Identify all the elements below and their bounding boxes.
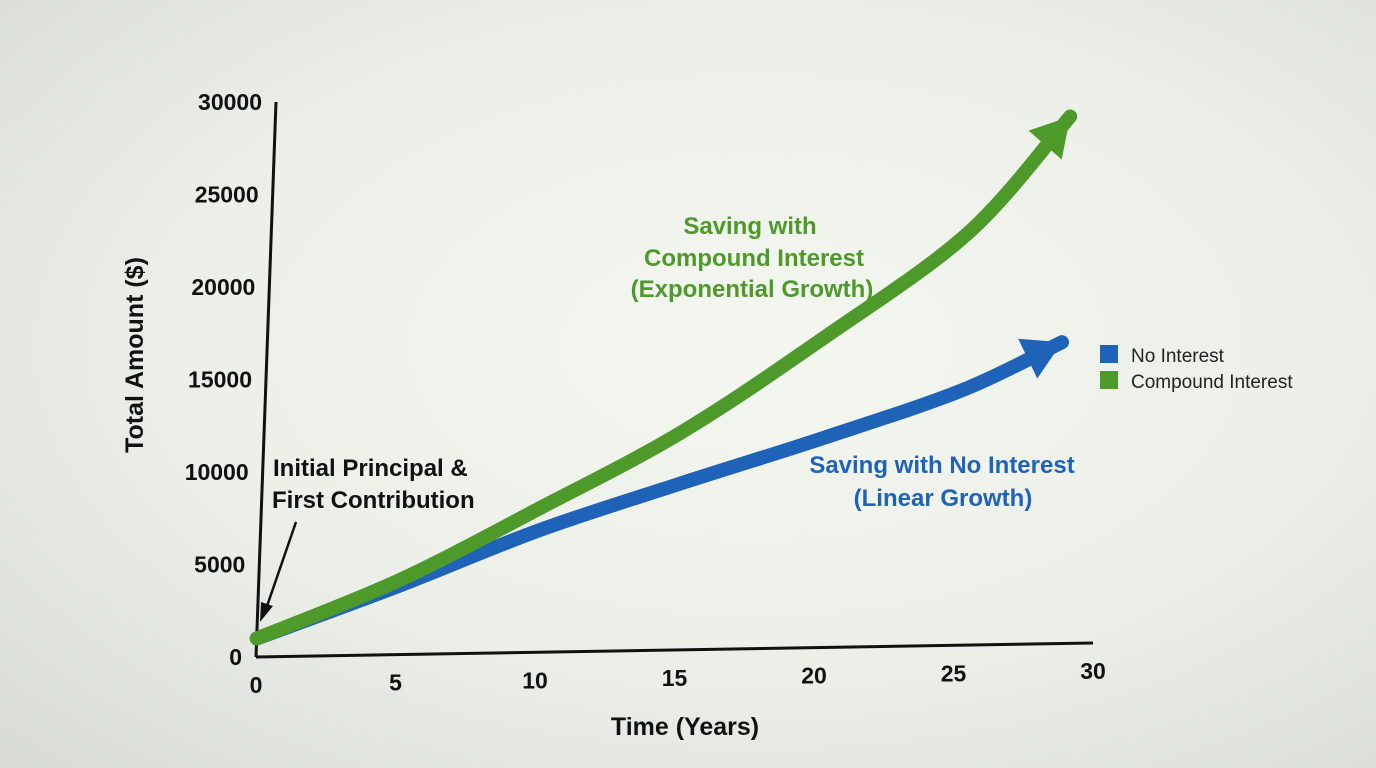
y-tick-label: 25000: [195, 182, 259, 208]
legend: No Interest Compound Interest: [1100, 345, 1293, 393]
series-arrowhead-no-interest: [1018, 338, 1062, 379]
x-tick-label: 5: [389, 670, 402, 696]
annotation-compound-line-3: (Exponential Growth): [631, 276, 874, 303]
legend-label-no-interest: No Interest: [1131, 346, 1225, 367]
x-axis-line: [255, 641, 1094, 659]
annotation-linear-line-1: Saving with No Interest: [809, 452, 1074, 479]
annotation-principal-line-2: First Contribution: [272, 487, 475, 514]
legend-swatch-no-interest: [1100, 345, 1118, 363]
x-tick-labels: 0 5 10 15 20 25 30: [250, 658, 1106, 698]
series-arrowhead-compound-interest: [1028, 116, 1071, 160]
y-tick-label: 15000: [188, 367, 252, 393]
y-tick-label: 20000: [191, 274, 255, 300]
x-tick-label: 30: [1080, 658, 1106, 684]
series-line-compound-interest: [249, 109, 1078, 646]
y-axis-line: [254, 101, 278, 658]
x-tick-label: 10: [522, 667, 548, 693]
annotation-compound-interest: Saving with Compound Interest (Exponenti…: [631, 213, 874, 303]
legend-swatch-compound-interest: [1100, 371, 1118, 389]
x-axis-title: Time (Years): [611, 713, 759, 741]
x-tick-label: 20: [801, 663, 827, 689]
annotation-pointer-arrowhead: [260, 602, 273, 622]
y-tick-label: 30000: [198, 89, 262, 115]
x-tick-label: 0: [250, 672, 263, 698]
x-tick-label: 25: [941, 660, 967, 686]
y-tick-label: 0: [229, 644, 242, 670]
x-tick-label: 15: [662, 665, 688, 691]
annotation-principal-line-1: Initial Principal &: [273, 455, 468, 482]
annotation-no-interest: Saving with No Interest (Linear Growth): [809, 452, 1074, 512]
y-tick-label: 10000: [185, 459, 249, 485]
annotation-linear-line-2: (Linear Growth): [854, 485, 1033, 512]
y-tick-labels: 0 5000 10000 15000 20000 25000 30000: [185, 89, 262, 670]
annotation-pointer-arrow: [264, 521, 298, 610]
series-compound-interest: [249, 109, 1078, 646]
annotation-compound-line-2: Compound Interest: [644, 245, 864, 272]
series-layer: [249, 109, 1078, 646]
legend-label-compound-interest: Compound Interest: [1131, 372, 1293, 393]
annotation-compound-line-1: Saving with: [683, 213, 816, 240]
y-tick-label: 5000: [194, 552, 245, 578]
annotation-initial-principal: Initial Principal & First Contribution: [260, 455, 475, 622]
y-axis-title: Total Amount ($): [121, 257, 149, 453]
axes: [254, 101, 1094, 659]
